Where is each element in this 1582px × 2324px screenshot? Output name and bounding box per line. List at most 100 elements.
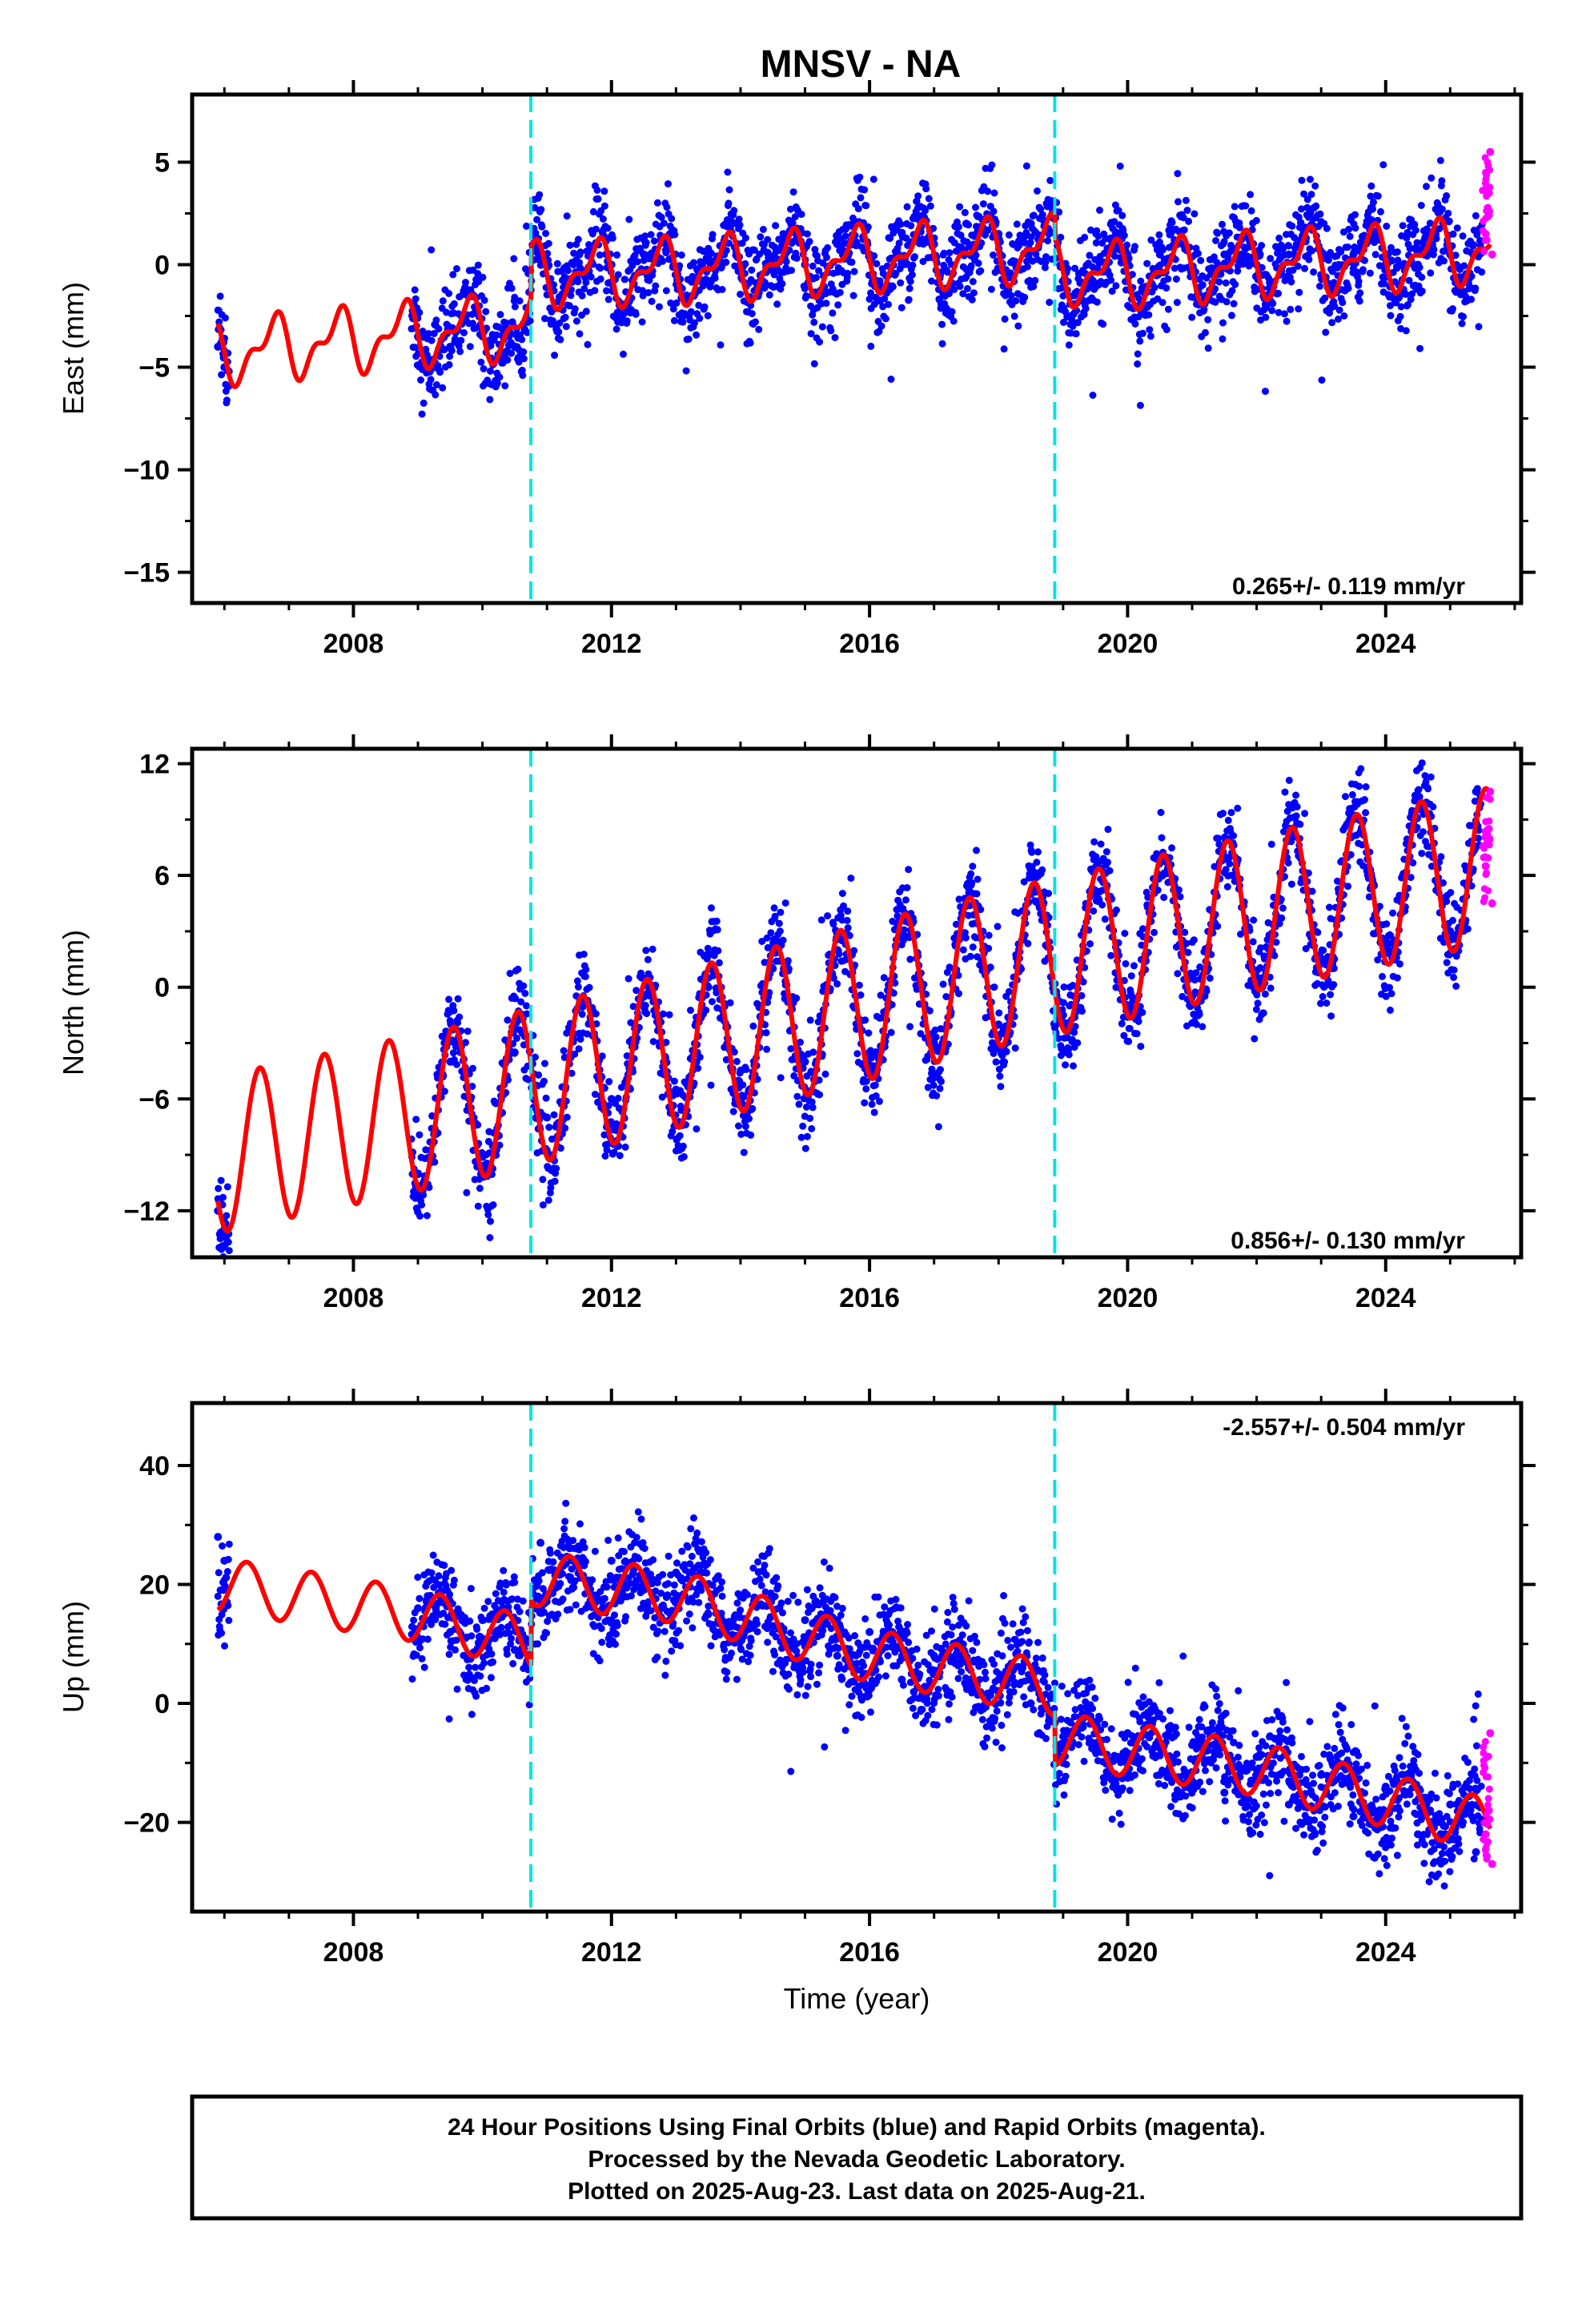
up-xtick-label: 2024 xyxy=(1355,1937,1416,1968)
east-data-point xyxy=(214,342,223,351)
north-rate-label: 0.856+/- 0.130 mm/yr xyxy=(1231,1228,1465,1254)
north-data-point xyxy=(736,1067,745,1076)
east-data-point xyxy=(640,250,648,259)
north-rapid-point xyxy=(1484,825,1493,834)
up-model-curve xyxy=(216,1554,1493,1844)
north-xtick-label: 2008 xyxy=(323,1283,384,1313)
footer-line-2: Processed by the Nevada Geodetic Laborat… xyxy=(588,2146,1125,2173)
east-data-point xyxy=(575,250,584,259)
up-ytick-label: 0 xyxy=(155,1689,170,1719)
up-data-point xyxy=(478,1616,487,1625)
east-plot-area xyxy=(214,147,1496,418)
up-data-point xyxy=(1026,1699,1035,1708)
east-ytick-label: −10 xyxy=(123,456,170,486)
east-ytick-label: 5 xyxy=(155,147,170,178)
up-data-point xyxy=(930,1651,938,1660)
east-data-point xyxy=(962,219,970,228)
east-rapid-point xyxy=(1486,147,1495,156)
east-xtick-label: 2008 xyxy=(323,629,384,659)
up-data-point xyxy=(1188,1741,1197,1750)
north-data-point xyxy=(478,1151,487,1160)
footer-box: 24 Hour Positions Using Final Orbits (bl… xyxy=(190,2094,1524,2221)
east-xtick-label: 2012 xyxy=(581,629,642,659)
east-ytick-label: −5 xyxy=(139,353,170,384)
east-xtick-label: 2020 xyxy=(1098,629,1158,659)
up-data-point xyxy=(1446,1800,1455,1809)
east-rapid-point xyxy=(1484,188,1493,197)
east-rate-label: 0.265+/- 0.119 mm/yr xyxy=(1232,573,1465,600)
east-data-point xyxy=(1284,250,1293,259)
north-data-point xyxy=(446,1057,455,1066)
up-frame xyxy=(190,1401,1524,1914)
north-data-point xyxy=(1472,787,1480,796)
east-model-curve xyxy=(215,210,1492,389)
north-xtick-label: 2016 xyxy=(839,1283,900,1313)
up-data-point xyxy=(1381,1783,1390,1791)
east-data-point xyxy=(1091,281,1100,290)
up-data-point xyxy=(1252,1752,1261,1761)
up-xtick-label: 2016 xyxy=(839,1937,900,1968)
up-data-point xyxy=(510,1646,519,1655)
north-data-point xyxy=(640,1001,648,1010)
up-data-point xyxy=(1123,1729,1132,1738)
east-data-point xyxy=(1414,260,1423,269)
north-data-point xyxy=(607,1095,616,1104)
up-data-point xyxy=(994,1675,1003,1684)
up-data-point xyxy=(962,1681,970,1690)
up-data-point xyxy=(1091,1747,1100,1755)
east-xtick-label: 2024 xyxy=(1355,629,1416,659)
panel-east: East (mm) 0.265+/- 0.119 mm/yr 5 0 −5 −1… xyxy=(57,80,1536,659)
east-data-point xyxy=(446,342,455,351)
east-ytick-label: 0 xyxy=(155,251,170,281)
east-rapid-point xyxy=(1481,230,1490,239)
up-data-point xyxy=(1220,1788,1229,1797)
north-data-point xyxy=(1091,890,1100,899)
north-ytick-label: 0 xyxy=(155,973,170,1003)
north-rapid-orbit-points xyxy=(1479,794,1494,906)
up-data-point xyxy=(736,1592,745,1601)
up-data-point xyxy=(214,1533,223,1542)
up-data-point xyxy=(704,1610,713,1618)
up-data-point xyxy=(1414,1830,1423,1839)
east-data-point xyxy=(769,254,777,263)
east-data-point xyxy=(897,230,906,239)
east-rapid-orbit-points xyxy=(1479,154,1494,255)
up-ytick-label: 20 xyxy=(139,1570,170,1601)
north-xtick-label: 2012 xyxy=(581,1283,642,1313)
east-ylabel: East (mm) xyxy=(57,282,90,415)
up-rapid-point xyxy=(1481,1830,1490,1839)
up-xtick-label: 2008 xyxy=(323,1937,384,1968)
north-ylabel: North (mm) xyxy=(57,930,90,1076)
up-data-layer xyxy=(178,1389,1536,1926)
east-data-point xyxy=(1026,219,1035,228)
east-rapid-point xyxy=(1488,250,1496,259)
east-xtick-label: 2016 xyxy=(839,629,900,659)
up-rapid-point xyxy=(1484,1806,1493,1815)
chart-title: MNSV - NA xyxy=(761,43,962,86)
north-data-point xyxy=(994,1020,1003,1029)
east-data-point xyxy=(1155,250,1164,259)
north-frame xyxy=(190,746,1524,1260)
north-ytick-label: −6 xyxy=(139,1084,170,1115)
up-data-point xyxy=(607,1556,616,1565)
up-rapid-point xyxy=(1488,1860,1496,1868)
up-data-point xyxy=(769,1622,777,1630)
east-data-point xyxy=(510,342,519,351)
up-data-point xyxy=(1349,1812,1358,1821)
north-rapid-point xyxy=(1486,787,1495,796)
up-xtick-label: 2012 xyxy=(581,1937,642,1968)
north-rapid-point xyxy=(1488,899,1496,908)
up-data-point xyxy=(1472,1848,1480,1856)
east-data-point xyxy=(1220,250,1229,259)
east-data-point xyxy=(1349,250,1358,259)
up-ytick-label: −20 xyxy=(123,1808,170,1839)
up-data-point xyxy=(220,1556,229,1565)
up-data-point xyxy=(536,1538,545,1547)
up-ytick-label: 40 xyxy=(139,1451,170,1482)
up-rapid-point xyxy=(1486,1729,1495,1738)
north-data-point xyxy=(672,1085,681,1094)
up-rate-label: -2.557+/- 0.504 mm/yr xyxy=(1223,1414,1465,1441)
up-xtick-label: 2020 xyxy=(1098,1937,1158,1968)
